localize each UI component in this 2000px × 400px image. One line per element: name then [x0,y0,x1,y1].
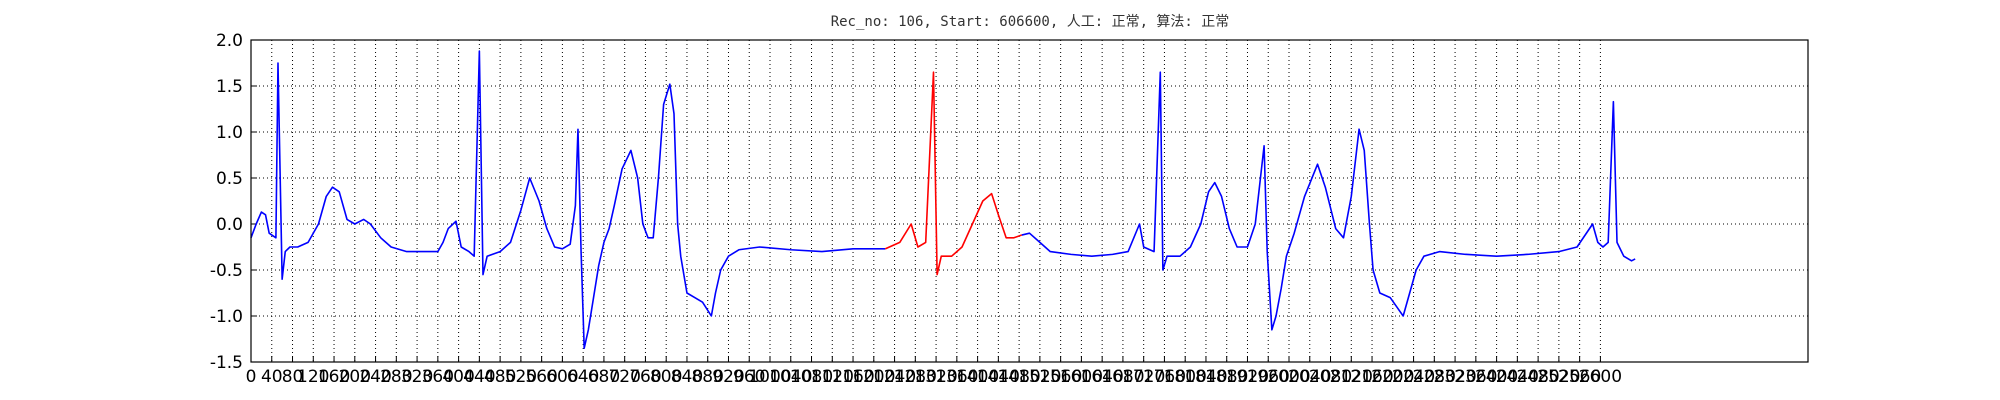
x-tick-label: 680 [588,367,620,387]
x-tick-label: 160 [318,367,350,387]
x-tick-label: 880 [691,367,723,387]
x-tick-label: 760 [629,367,661,387]
x-tick-label: 1560 [1039,367,1082,387]
x-tick-label: 1120 [811,367,854,387]
x-tick-label: 440 [463,367,495,387]
x-tick-label: 2360 [1454,367,1497,387]
x-tick-label: 2600 [1579,367,1622,387]
x-tick-label: 2320 [1433,367,1476,387]
x-tick-label: 1760 [1143,367,1186,387]
x-tick-label: 2120 [1330,367,1373,387]
y-tick-label: -0.5 [210,261,243,281]
x-tick-label: 1880 [1205,367,1248,387]
y-tick-label: -1.5 [210,353,243,373]
x-tick-label: 1200 [852,367,895,387]
x-tick-label: 1800 [1164,367,1207,387]
x-tick-label: 1720 [1122,367,1165,387]
x-tick-label: 640 [567,367,599,387]
x-tick-label: 1840 [1184,367,1227,387]
x-tick-label: 2000 [1267,367,1310,387]
x-tick-label: 40 [261,367,283,387]
chart-title: Rec_no: 106, Start: 606600, 人工: 正常, 算法: … [831,14,1230,30]
x-tick-label: 320 [401,367,433,387]
x-tick-label: 2480 [1516,367,1559,387]
x-tick-label: 200 [339,367,371,387]
y-tick-label: 0.5 [216,169,243,189]
x-tick-label: 1160 [831,367,874,387]
x-tick-label: 1320 [914,367,957,387]
x-tick-label: 520 [505,367,537,387]
y-tick-label: -1.0 [210,307,243,327]
x-tick-label: 1240 [873,367,916,387]
x-tick-label: 560 [525,367,557,387]
x-tick-label: 840 [671,367,703,387]
ecg-line [250,50,1636,349]
x-tick-label: 2160 [1350,367,1393,387]
x-tick-label: 1640 [1081,367,1124,387]
y-tick-label: 0.0 [216,215,243,235]
x-tick-label: 720 [608,367,640,387]
x-tick-label: 80 [282,367,304,387]
plot-frame [250,39,1809,363]
y-tick-label: 2.0 [216,31,243,51]
x-tick-label: 1000 [748,367,791,387]
x-tick-label: 2200 [1371,367,1414,387]
x-tick-label: 2440 [1496,367,1539,387]
x-tick-label: 960 [733,367,765,387]
x-tick-label: 1520 [1018,367,1061,387]
x-tick-label: 2520 [1537,367,1580,387]
x-tick-label: 360 [422,367,454,387]
x-tick-label: 1920 [1226,367,1269,387]
x-tick-label: 400 [442,367,474,387]
y-tick-label: 1.5 [216,77,243,97]
x-tick-label: 1480 [997,367,1040,387]
x-tick-label: 1040 [769,367,812,387]
x-tick-label: 2280 [1413,367,1456,387]
x-tick-label: 480 [484,367,516,387]
x-tick-label: 2040 [1288,367,1331,387]
x-tick-label: 120 [297,367,329,387]
x-tick-label: 1080 [790,367,833,387]
x-tick-label: 1360 [935,367,978,387]
x-tick-label: 600 [546,367,578,387]
x-tick-label: 1400 [956,367,999,387]
x-tick-label: 0 [246,367,257,387]
y-tick-label: 1.0 [216,123,243,143]
x-tick-label: 1440 [977,367,1020,387]
x-tick-label: 1600 [1060,367,1103,387]
x-tick-label: 2400 [1475,367,1518,387]
x-tick-label: 280 [380,367,412,387]
x-tick-label: 2240 [1392,367,1435,387]
x-tick-label: 2080 [1309,367,1352,387]
x-tick-label: 1960 [1247,367,1290,387]
x-tick-label: 920 [712,367,744,387]
ecg-line [884,71,1022,276]
x-tick-label: 1680 [1101,367,1144,387]
x-tick-label: 1280 [894,367,937,387]
x-tick-label: 2560 [1558,367,1601,387]
x-tick-label: 800 [650,367,682,387]
x-tick-label: 240 [359,367,391,387]
